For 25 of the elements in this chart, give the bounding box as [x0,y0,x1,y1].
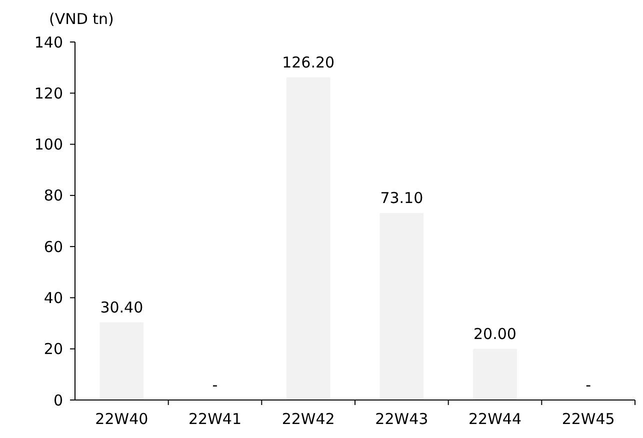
bar [286,77,330,400]
x-tick-label: 22W45 [562,410,615,428]
data-label: 20.00 [474,324,516,343]
y-tick-label: 120 [34,84,63,102]
x-tick-label: 22W42 [282,410,335,428]
y-tick-label: 0 [53,391,63,410]
text: - [586,376,592,394]
bar [380,213,424,400]
bar [473,348,517,400]
data-label: 73.10 [380,189,424,208]
y-axis-title: (VND tn) [49,10,114,28]
y-tick-label: 60 [44,238,63,256]
y-tick-label: 100 [34,136,63,154]
y-tick-label: 40 [44,288,63,307]
y-tick-label: 80 [44,186,63,205]
x-tick-label: 22W41 [188,410,242,428]
bar [100,322,144,400]
x-tick-label: 22W40 [95,410,148,428]
data-label: 126.20 [282,53,335,72]
y-tick-label: 20 [44,340,63,358]
x-tick-label: 22W44 [468,410,522,428]
text: - [212,376,218,394]
data-label: 30.40 [100,298,144,316]
y-tick-label: 140 [34,33,63,52]
x-tick-label: 22W43 [375,410,428,428]
